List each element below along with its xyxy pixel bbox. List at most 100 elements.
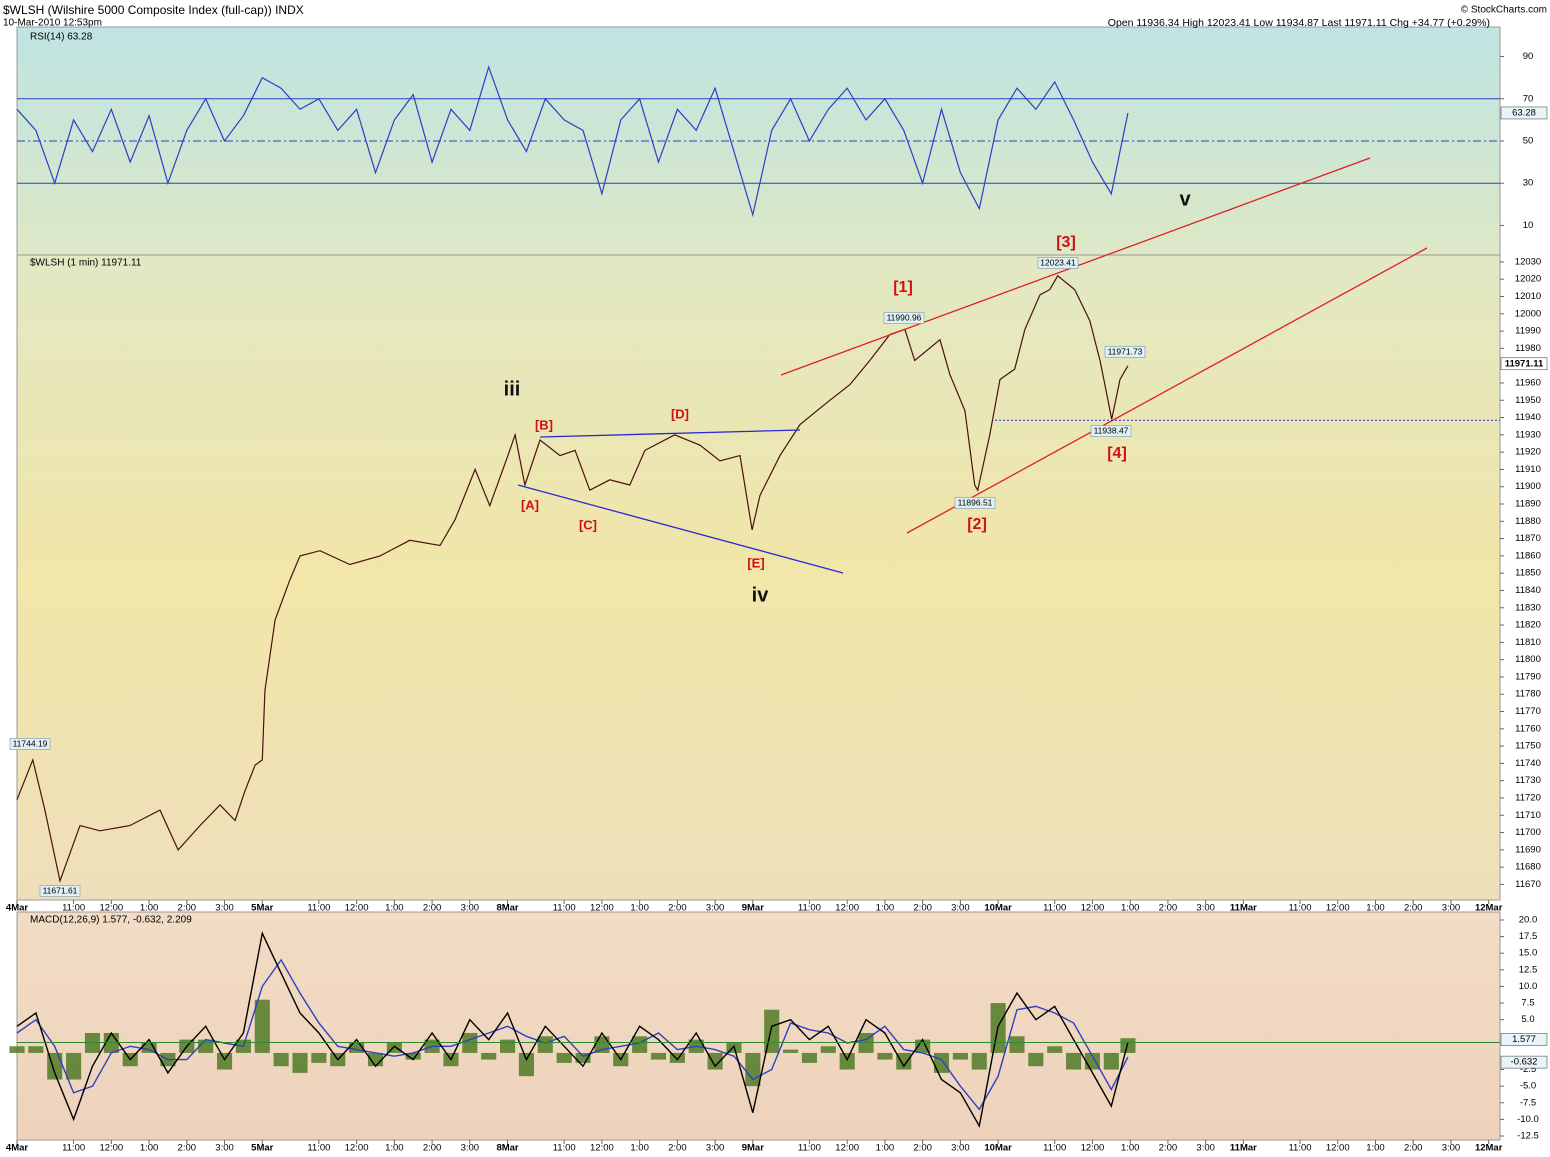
price-label-box: [954, 497, 996, 509]
y-tick-label: 11950: [1515, 395, 1541, 406]
y-tick-label: 7.5: [1521, 998, 1534, 1009]
x-tick-label: 3:00: [461, 1143, 480, 1154]
price-label-box: [9, 738, 51, 750]
y-tick-label: 12020: [1515, 274, 1541, 285]
value-box-label: 11971.11: [1505, 358, 1544, 369]
price-label-box: [1037, 257, 1079, 269]
histogram-bar: [952, 1052, 968, 1060]
x-tick-label: 11Mar: [1230, 1143, 1257, 1154]
x-tick-label: 12:00: [1081, 1143, 1105, 1154]
price-label-box: [1104, 346, 1146, 358]
histogram-bar: [707, 1052, 723, 1070]
y-tick-label: 11860: [1515, 550, 1541, 561]
histogram-bar: [537, 1036, 553, 1053]
histogram-bar: [764, 1009, 780, 1053]
x-tick-label: 2:00: [423, 1143, 442, 1154]
x-tick-label: 12:00: [345, 1143, 369, 1154]
macd-panel: [16, 911, 1501, 1141]
wave-label: v: [1179, 188, 1191, 210]
header-title: $WLSH (Wilshire 5000 Composite Index (fu…: [3, 3, 304, 17]
x-tick-label: 12:00: [1326, 903, 1350, 914]
histogram-bar: [556, 1052, 572, 1063]
histogram-bar: [198, 1039, 214, 1053]
histogram-bar: [1066, 1052, 1082, 1070]
histogram-bar: [1009, 1036, 1025, 1053]
header-date: 10-Mar-2010 12:53pm: [3, 18, 102, 29]
x-tick-label: 8Mar: [496, 1143, 518, 1154]
value-box-label: 1.577: [1512, 1034, 1536, 1045]
x-tick-label: 2:00: [913, 903, 932, 914]
y-tick-label: -12.5: [1517, 1131, 1539, 1142]
value-box: [1500, 357, 1548, 371]
y-tick-label: -7.5: [1520, 1097, 1536, 1108]
wave-label: [D]: [671, 406, 689, 421]
y-tick-label: 12030: [1515, 256, 1541, 267]
x-tick-label: 3:00: [706, 903, 725, 914]
x-tick-label: 1:00: [876, 1143, 895, 1154]
header-quote: Open 11936.34 High 12023.41 Low 11934.87…: [1108, 17, 1490, 29]
macd-line: [16, 931, 1129, 1129]
y-tick-label: 20.0: [1519, 914, 1538, 925]
x-tick-label: 2:00: [1404, 903, 1423, 914]
x-tick-label: 12:00: [345, 903, 369, 914]
y-tick-label: 11730: [1515, 775, 1541, 786]
histogram-bar: [896, 1052, 912, 1070]
y-tick-label: 10.0: [1519, 981, 1538, 992]
value-box-label: -0.632: [1511, 1057, 1538, 1068]
x-tick-label: 2:00: [1159, 1143, 1178, 1154]
price-panel: [16, 254, 1501, 901]
y-tick-label: 10: [1523, 220, 1534, 231]
y-tick-label: 12010: [1515, 291, 1541, 302]
x-tick-label: 1:00: [876, 903, 895, 914]
wave-label: [2]: [967, 516, 987, 533]
y-tick-label: 11670: [1515, 879, 1541, 890]
x-tick-label: 8Mar: [496, 903, 518, 914]
histogram-bar: [1047, 1046, 1063, 1053]
y-tick-label: 11880: [1515, 516, 1541, 527]
wave-label: [A]: [521, 497, 539, 512]
y-tick-label: 11680: [1515, 862, 1541, 873]
x-tick-label: 1:00: [140, 1143, 159, 1154]
value-box-label: 63.28: [1512, 107, 1536, 118]
price-label-box: [883, 312, 925, 324]
x-tick-label: 1:00: [140, 903, 159, 914]
x-tick-label: 1:00: [1121, 903, 1140, 914]
macd-title: MACD(12,26,9) 1.577, -0.632, 2.209: [30, 915, 192, 926]
x-tick-label: 12:00: [1326, 1143, 1350, 1154]
x-tick-label: 1:00: [1366, 903, 1385, 914]
histogram-bar: [28, 1046, 44, 1053]
value-box: [1500, 1033, 1548, 1046]
histogram-bar: [783, 1049, 799, 1053]
y-tick-label: 11850: [1515, 568, 1541, 579]
value-box: [1500, 106, 1548, 120]
x-tick-label: 2:00: [1159, 903, 1178, 914]
wave-label: iv: [752, 584, 770, 606]
y-tick-label: 5.0: [1521, 1014, 1534, 1025]
y-tick-label: 11930: [1515, 429, 1541, 440]
histogram-bar: [292, 1052, 308, 1073]
credit: © StockCharts.com: [1461, 5, 1547, 16]
histogram-bar: [575, 1052, 591, 1063]
x-tick-label: 12Mar: [1475, 903, 1503, 914]
x-tick-label: 12:00: [590, 903, 614, 914]
x-tick-label: 11:00: [62, 1143, 85, 1154]
y-tick-label: 11980: [1515, 343, 1541, 354]
x-tick-label: 4Mar: [6, 903, 28, 914]
value-box: [1500, 1055, 1548, 1069]
y-tick-label: 11920: [1515, 447, 1541, 458]
x-tick-label: 9Mar: [742, 903, 764, 914]
y-tick-label: 11710: [1515, 810, 1541, 821]
x-tick-label: 12:00: [99, 1143, 123, 1154]
y-tick-label: 15.0: [1519, 948, 1538, 959]
y-tick-label: 11940: [1515, 412, 1541, 423]
y-tick-label: 50: [1523, 136, 1534, 147]
trend-line: [906, 247, 1428, 534]
x-tick-label: 5Mar: [251, 903, 273, 914]
y-tick-label: -10.0: [1517, 1114, 1539, 1125]
series-line: [16, 65, 1129, 218]
y-tick-label: 70: [1523, 93, 1534, 104]
x-tick-label: 3:00: [951, 903, 970, 914]
x-tick-label: 1:00: [385, 903, 404, 914]
